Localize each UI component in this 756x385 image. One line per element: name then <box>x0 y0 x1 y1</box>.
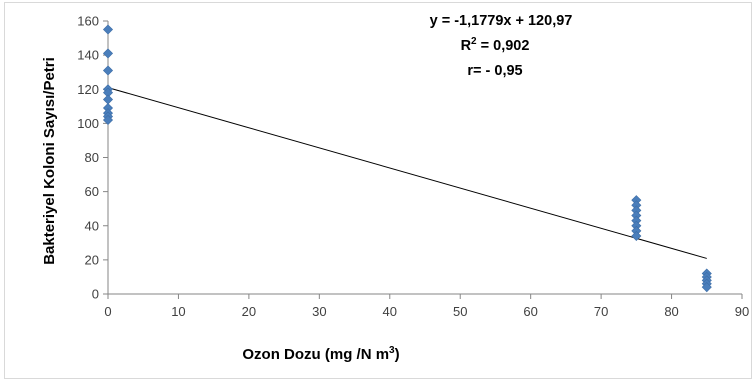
data-points <box>102 24 712 293</box>
data-point <box>102 48 114 59</box>
y-tick-label: 60 <box>85 184 99 199</box>
x-tick-label: 10 <box>171 304 185 319</box>
data-point <box>102 65 114 76</box>
data-point <box>631 230 642 242</box>
x-tick-label: 70 <box>594 304 608 319</box>
y-tick-label: 100 <box>77 116 99 131</box>
y-tick-label: 80 <box>85 150 99 165</box>
x-axis-title-sup: 3 <box>389 345 395 356</box>
y-axis-title: Bakteriyel Koloni Sayısı/Petri <box>41 57 58 265</box>
data-point <box>102 114 114 125</box>
x-axis-title-end: ) <box>395 346 400 363</box>
r-squared-sup: 2 <box>471 36 477 47</box>
r-squared-r: R <box>461 38 472 54</box>
r-squared-value: = 0,902 <box>477 38 530 54</box>
data-point <box>102 24 114 35</box>
x-tick-label: 30 <box>312 304 326 319</box>
y-tick-label: 160 <box>77 14 99 29</box>
scatter-chart: 0 20 40 60 80 100 120 140 160 0 10 20 30 40 50 60 70 80 9… <box>41 13 749 363</box>
y-tick-label: 40 <box>85 218 99 233</box>
y-tick-label: 0 <box>92 287 99 302</box>
chart-area: 0 20 40 60 80 100 120 140 160 0 10 20 30 40 50 60 70 80 9… <box>4 2 752 379</box>
x-tick-label: 50 <box>453 304 467 319</box>
data-point <box>701 282 712 293</box>
x-tick-label: 90 <box>735 304 749 319</box>
x-tick-label: 60 <box>523 304 537 319</box>
x-tick-label: 0 <box>104 304 111 319</box>
equation-label: y = -1,1779x + 120,97 <box>430 13 573 29</box>
trendline <box>107 87 707 259</box>
y-tick-label: 140 <box>77 48 99 63</box>
x-tick-label: 80 <box>664 304 678 319</box>
r-label: r= - 0,95 <box>467 63 522 79</box>
y-tick-label: 20 <box>85 252 99 267</box>
x-tick-label: 40 <box>383 304 397 319</box>
y-tick-label: 120 <box>77 82 99 97</box>
x-axis-title: Ozon Dozu (mg /N m3) <box>242 345 399 363</box>
x-axis: 0 10 20 30 40 50 60 70 80 90 <box>104 293 749 319</box>
data-point <box>102 94 114 105</box>
y-axis: 0 20 40 60 80 100 120 140 160 <box>77 14 109 302</box>
trendline-line <box>107 87 707 259</box>
r-squared-label: R2 = 0,902 <box>461 36 530 54</box>
x-tick-label: 20 <box>242 304 256 319</box>
x-axis-title-main: Ozon Dozu (mg /N m <box>242 346 389 363</box>
